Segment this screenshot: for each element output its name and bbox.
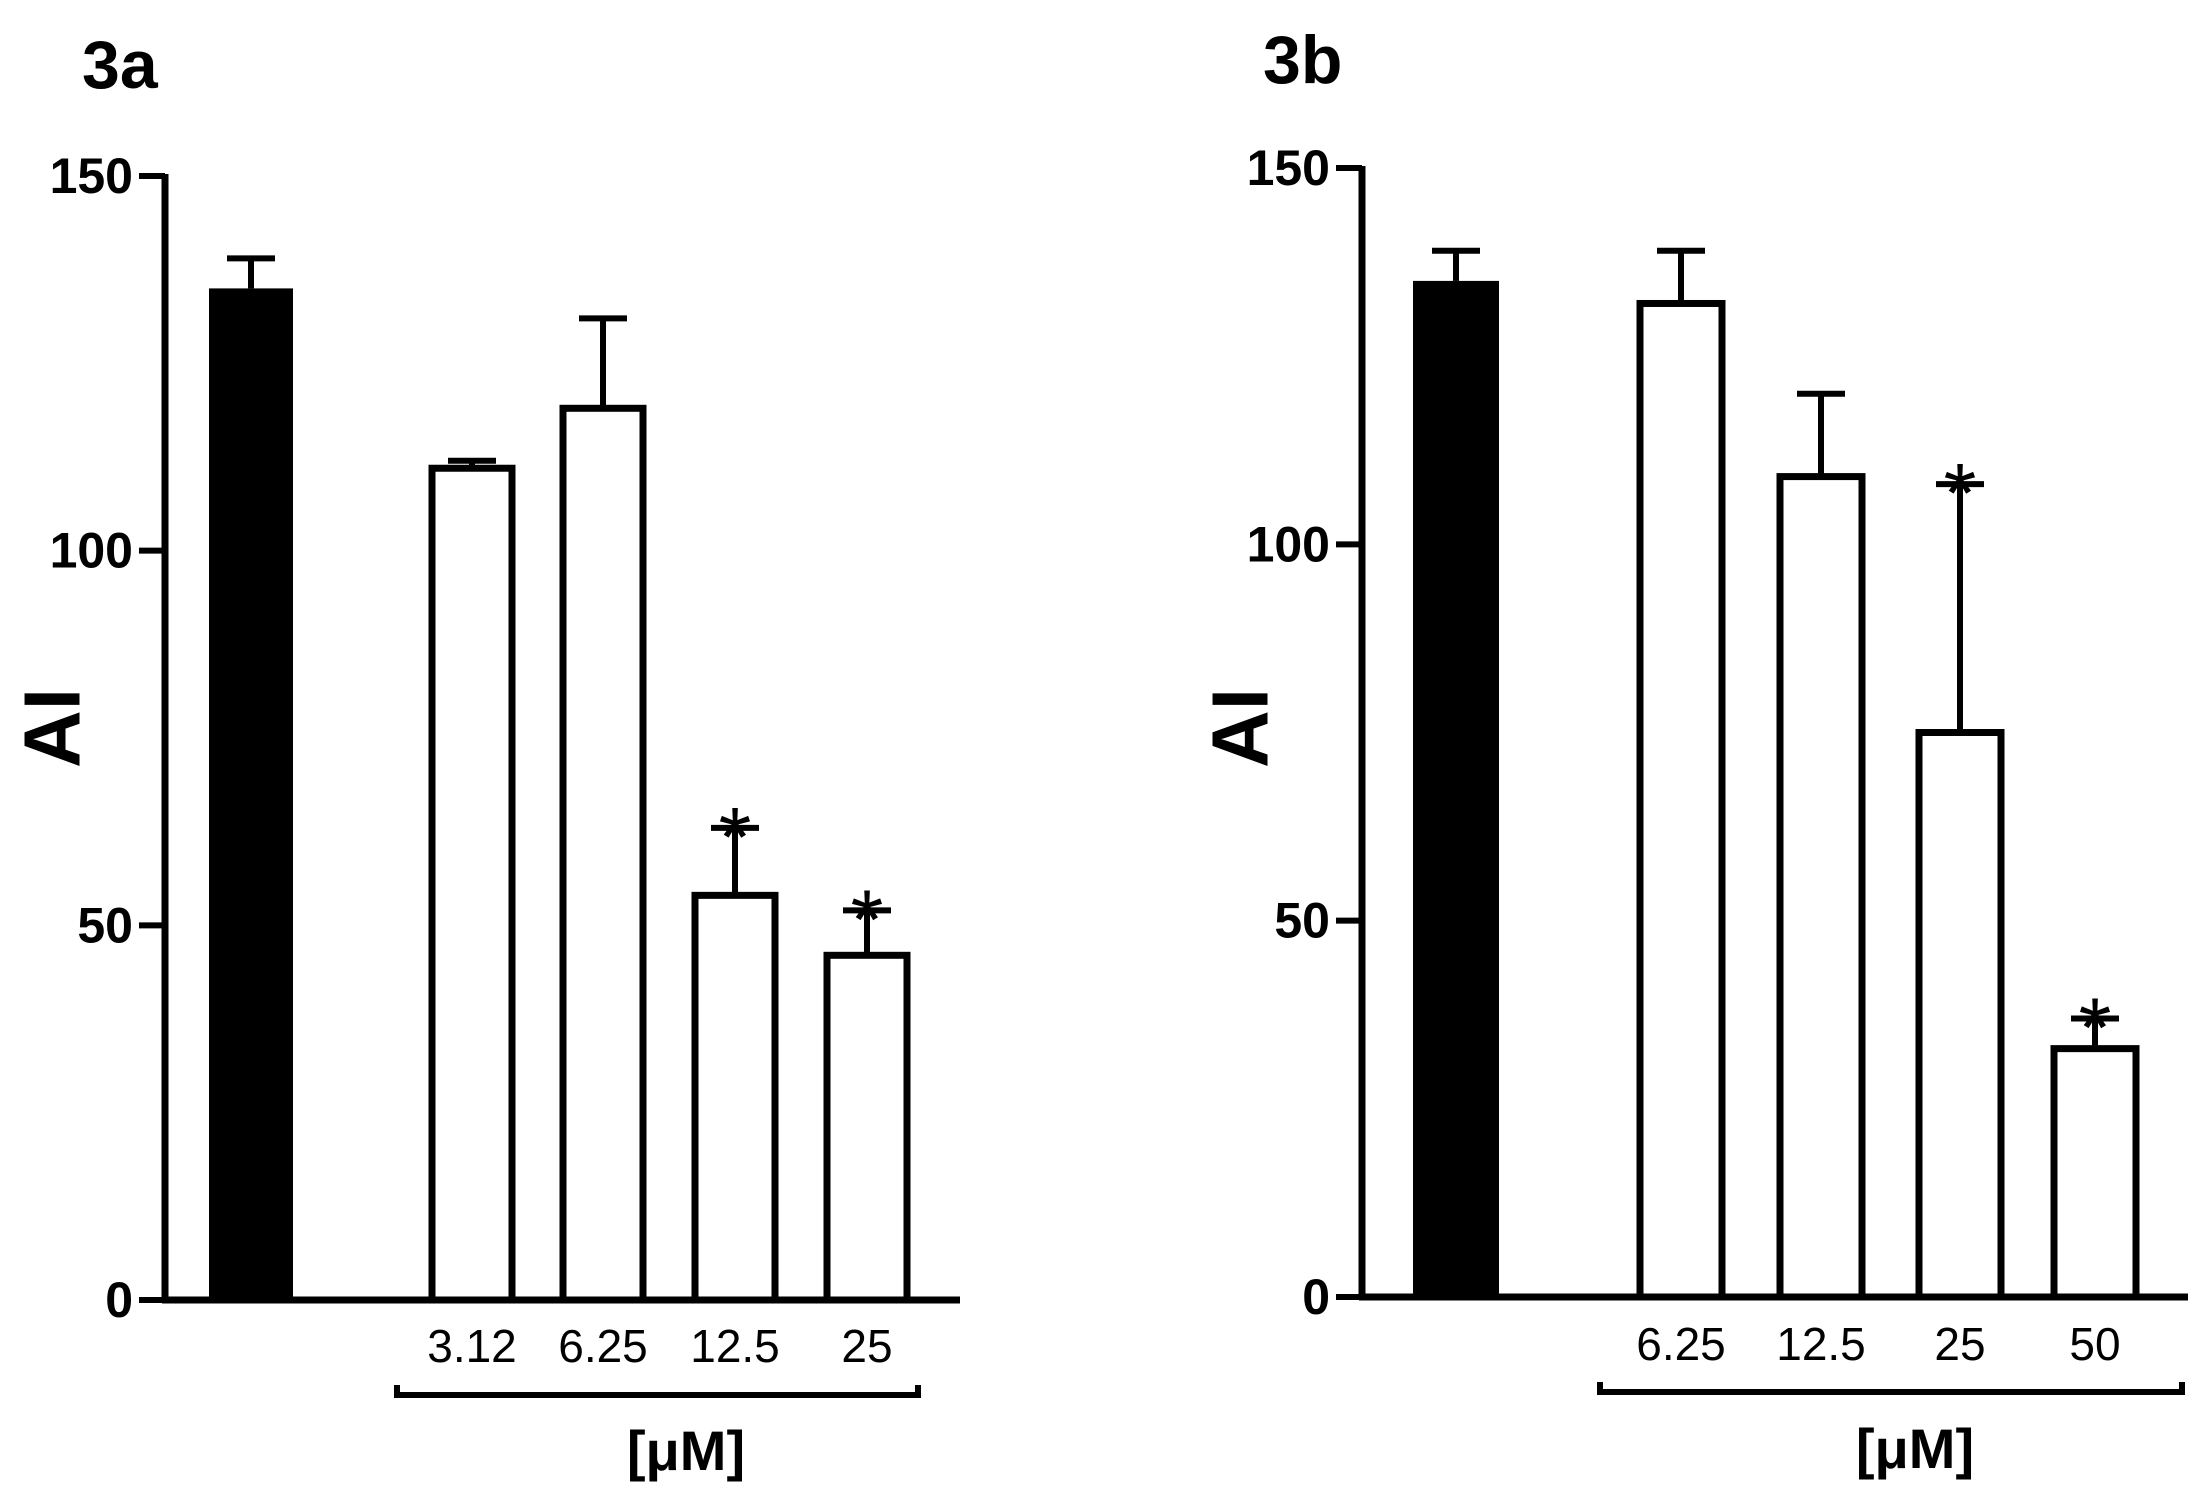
x-tick-label: 25 [841,1320,892,1372]
y-tick-label: 150 [50,148,133,204]
y-tick-label: 100 [1247,516,1330,572]
x-tick-label: 25 [1934,1318,1985,1370]
significance-star: * [719,790,752,884]
panel-3a: 3a AI 0 50 100 150 3.12 6.25 * 12.5 * 25 [μM] [8,27,960,1482]
y-axis-label: AI [1196,688,1285,768]
significance-star: * [1944,446,1977,540]
bar [428,464,516,1304]
concentration-bracket [1597,1382,2185,1395]
bar [1915,729,2005,1301]
concentration-bracket [394,1385,921,1398]
bar [559,404,647,1304]
x-tick-label: 6.25 [558,1320,648,1372]
bar [691,891,779,1304]
x-tick-label: 50 [2069,1318,2120,1370]
x-axis-unit-label: [μM] [1856,1417,1974,1480]
bar [823,951,911,1304]
significance-star: * [851,872,884,966]
x-tick-label: 12.5 [1776,1318,1866,1370]
chart-title: 3b [1263,22,1342,98]
panel-3b: 3b AI 0 50 100 150 6.25 12.5 * 25 * 50 [μM] [1196,22,2188,1480]
x-tick-label: 6.25 [1636,1318,1726,1370]
bar [209,288,293,1300]
bar [1636,299,1726,1301]
bar [1413,280,1499,1297]
y-tick-label: 0 [105,1272,133,1328]
x-tick-label: 12.5 [690,1320,780,1372]
y-tick-label: 50 [1274,893,1330,949]
x-tick-label: 3.12 [427,1320,517,1372]
significance-star: * [2079,981,2112,1075]
y-tick-label: 0 [1302,1269,1330,1325]
chart-title: 3a [82,27,159,103]
y-axis-label: AI [8,688,97,768]
bar [2050,1045,2140,1301]
y-tick-label: 50 [77,897,133,953]
bar [1776,473,1866,1301]
y-tick-label: 150 [1247,140,1330,196]
x-axis-unit-label: [μM] [627,1419,745,1482]
y-tick-label: 100 [50,523,133,579]
